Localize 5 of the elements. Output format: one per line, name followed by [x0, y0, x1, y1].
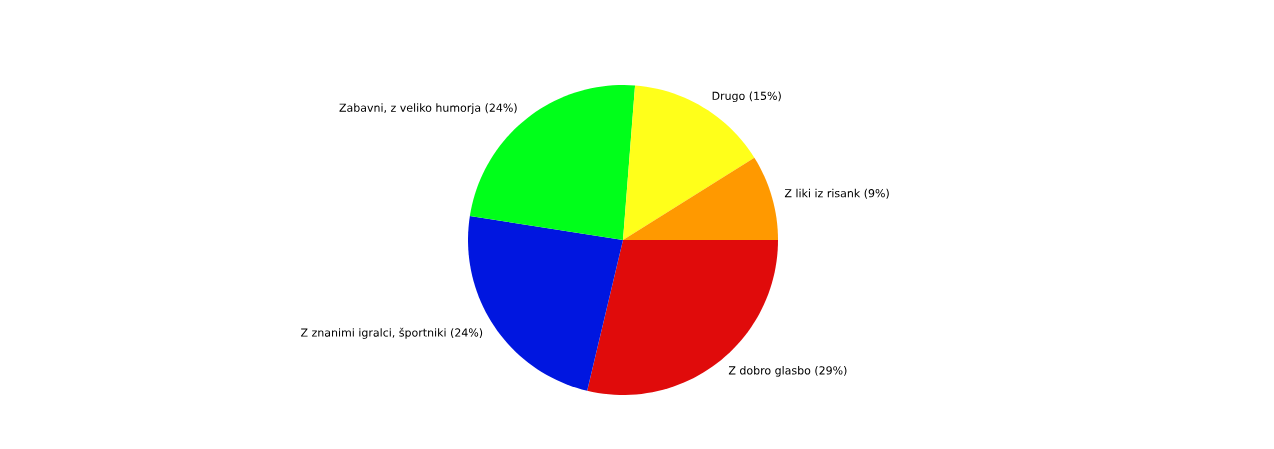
slice-label: Z dobro glasbo (29%) — [728, 366, 847, 377]
slice-label: Drugo (15%) — [712, 91, 781, 103]
slice-label: Z znanimi igralci, športniki (24%) — [301, 327, 483, 339]
slice-label: Z liki iz risank (9%) — [784, 188, 889, 199]
slice-label: Zabavni, z veliko humorja (24%) — [339, 103, 517, 114]
